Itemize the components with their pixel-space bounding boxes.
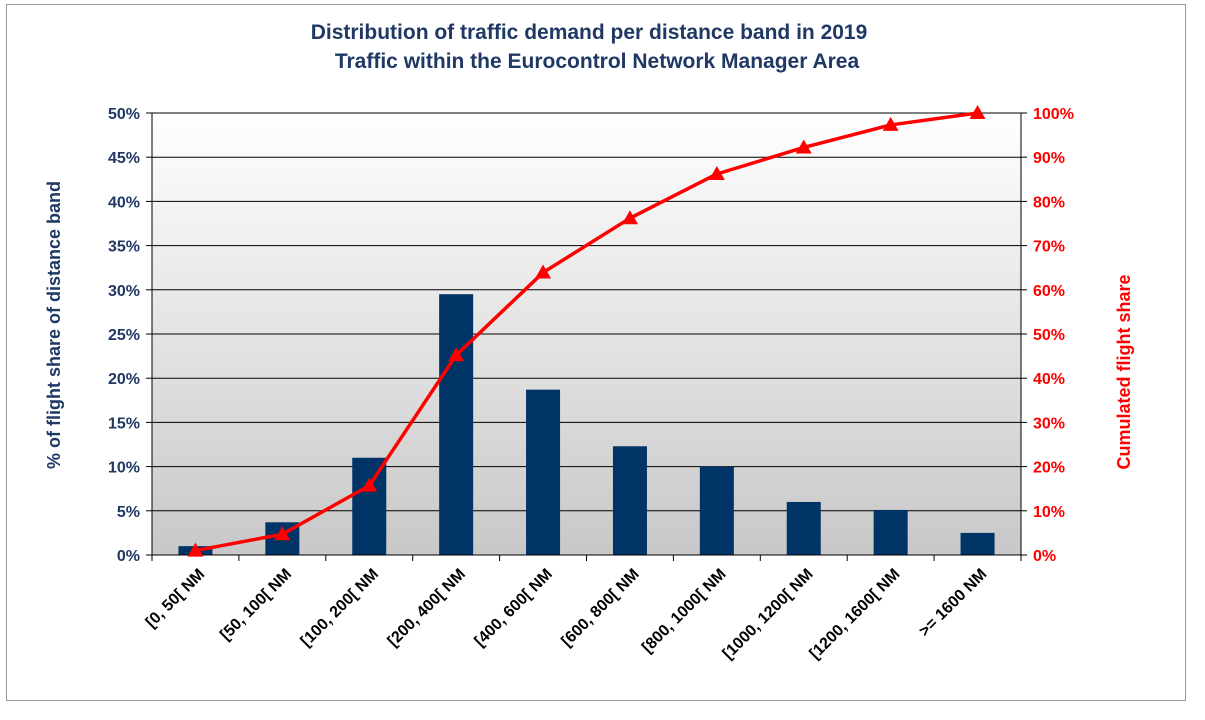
bar (786, 501, 821, 555)
bars (178, 294, 995, 555)
cumulative-marker (708, 165, 725, 180)
x-tick-label: [800, 1000[ NM (639, 566, 730, 657)
y-axis-right-ticks: 0% 10% 20% 30% 40% 50% 60% 70% 80% 90% 100% (1021, 106, 1074, 565)
chart-title-line2: Traffic within the Eurocontrol Network M… (335, 50, 860, 73)
x-tick-label: [0, 50[ NM (143, 566, 208, 631)
y-axis-left-ticks: 0% 5% 10% 15% 20% 25% 30% 35% 40% 45% 50% (108, 106, 152, 565)
y-tick-label-left: 20% (108, 371, 140, 388)
y-axis-right-label: Cumulated flight share (1114, 274, 1134, 469)
cumulative-marker (274, 526, 291, 541)
bar (439, 294, 474, 555)
cumulative-marker (621, 210, 638, 225)
x-tick-label: [400, 600[ NM (472, 566, 556, 650)
cumulative-marker (795, 139, 812, 154)
x-tick-label: [50, 100[ NM (217, 566, 295, 644)
y-tick-label-right: 30% (1033, 415, 1065, 432)
cumulative-marker (448, 347, 465, 362)
cumulative-line-path (195, 111, 978, 553)
x-tick-label: [600, 800[ NM (558, 566, 642, 650)
y-tick-label-right: 70% (1033, 239, 1065, 256)
y-tick-label-right: 80% (1033, 194, 1065, 211)
y-tick-label-left: 10% (108, 460, 140, 477)
y-tick-label-right: 60% (1033, 283, 1065, 300)
chart: Distribution of traffic demand per dista… (44, 21, 1134, 663)
chart-title-line1: Distribution of traffic demand per dista… (311, 21, 868, 44)
x-tick-label: [200, 400[ NM (385, 566, 469, 650)
cumulative-marker (535, 264, 552, 279)
cumulative-marker (361, 477, 378, 492)
x-axis-ticks: [0, 50[ NM [50, 100[ NM [100, 200[ NM [200,… (143, 555, 1022, 663)
x-tick-label: >= 1600 NM (916, 566, 990, 640)
y-axis-left-label: % of flight share of distance band (44, 181, 64, 469)
y-tick-label-left: 15% (108, 415, 140, 432)
y-tick-label-left: 50% (108, 106, 140, 123)
bar (352, 457, 387, 555)
bar (960, 532, 995, 555)
y-tick-label-right: 0% (1033, 548, 1056, 565)
y-tick-label-right: 50% (1033, 327, 1065, 344)
y-tick-label-left: 5% (117, 504, 140, 521)
y-tick-label-right: 20% (1033, 460, 1065, 477)
x-tick-label: [100, 200[ NM (298, 566, 382, 650)
cumulative-marker (882, 116, 899, 131)
y-tick-label-left: 35% (108, 239, 140, 256)
bar (873, 509, 908, 555)
chart-frame: Distribution of traffic demand per dista… (6, 4, 1186, 701)
bar (612, 446, 647, 555)
bar (699, 466, 734, 555)
x-tick-label: [1200, 1600[ NM (807, 566, 904, 663)
y-tick-label-right: 90% (1033, 150, 1065, 167)
y-tick-label-left: 25% (108, 327, 140, 344)
cumulative-line (187, 105, 986, 557)
cumulative-marker (969, 105, 986, 119)
y-tick-label-right: 10% (1033, 504, 1065, 521)
y-tick-label-right: 100% (1033, 106, 1074, 123)
y-tick-label-left: 40% (108, 194, 140, 211)
y-tick-label-right: 40% (1033, 371, 1065, 388)
x-tick-label: [1000, 1200[ NM (720, 566, 817, 663)
y-tick-label-left: 30% (108, 283, 140, 300)
gridlines (152, 112, 1021, 512)
y-tick-label-left: 45% (108, 150, 140, 167)
y-tick-label-left: 0% (117, 548, 140, 565)
bar (526, 389, 561, 555)
cumulative-marker (187, 542, 204, 557)
